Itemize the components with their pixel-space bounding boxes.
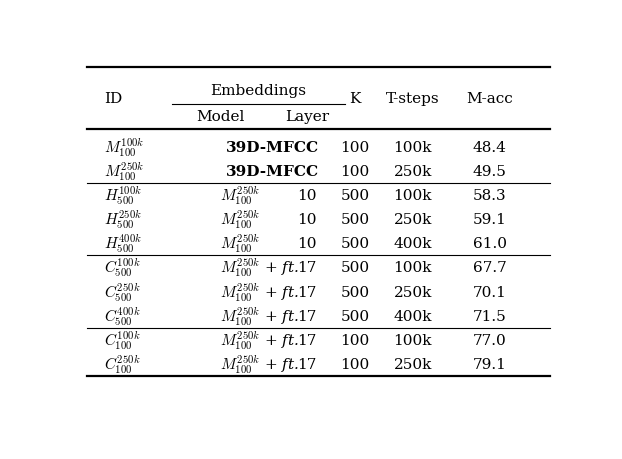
- Text: 250k: 250k: [394, 213, 432, 227]
- Text: 70.1: 70.1: [473, 285, 507, 299]
- Text: $M_{100}^{250k}$: $M_{100}^{250k}$: [220, 185, 260, 207]
- Text: $M_{100}^{250k}$: $M_{100}^{250k}$: [220, 233, 260, 255]
- Text: 500: 500: [340, 285, 369, 299]
- Text: 67.7: 67.7: [473, 261, 507, 275]
- Text: M-acc: M-acc: [466, 92, 513, 106]
- Text: 100k: 100k: [394, 261, 432, 275]
- Text: 100k: 100k: [394, 189, 432, 203]
- Text: 17: 17: [297, 357, 317, 371]
- Text: 100k: 100k: [394, 333, 432, 347]
- Text: $M_{100}^{250k}$ + ft.: $M_{100}^{250k}$ + ft.: [220, 329, 299, 351]
- Text: 250k: 250k: [394, 357, 432, 371]
- Text: $C_{500}^{400k}$: $C_{500}^{400k}$: [104, 305, 141, 327]
- Text: 39D-MFCC: 39D-MFCC: [226, 165, 320, 179]
- Text: 39D-MFCC: 39D-MFCC: [226, 141, 320, 155]
- Text: 100: 100: [340, 333, 369, 347]
- Text: 400k: 400k: [394, 309, 432, 323]
- Text: 61.0: 61.0: [473, 237, 507, 251]
- Text: 500: 500: [340, 261, 369, 275]
- Text: 10: 10: [297, 189, 317, 203]
- Text: 71.5: 71.5: [473, 309, 507, 323]
- Text: $M_{100}^{250k}$ + ft.: $M_{100}^{250k}$ + ft.: [220, 281, 299, 303]
- Text: $M_{100}^{250k}$: $M_{100}^{250k}$: [220, 209, 260, 231]
- Text: $M_{100}^{250k}$ + ft.: $M_{100}^{250k}$ + ft.: [220, 257, 299, 279]
- Text: 10: 10: [297, 213, 317, 227]
- Text: $H_{500}^{250k}$: $H_{500}^{250k}$: [104, 209, 142, 231]
- Text: 58.3: 58.3: [473, 189, 507, 203]
- Text: 17: 17: [297, 261, 317, 275]
- Text: $M_{100}^{250k}$: $M_{100}^{250k}$: [104, 161, 144, 183]
- Text: $H_{500}^{100k}$: $H_{500}^{100k}$: [104, 185, 142, 207]
- Text: 500: 500: [340, 213, 369, 227]
- Text: T-steps: T-steps: [386, 92, 440, 106]
- Text: 400k: 400k: [394, 237, 432, 251]
- Text: Embeddings: Embeddings: [210, 84, 307, 97]
- Text: $C_{500}^{250k}$: $C_{500}^{250k}$: [104, 281, 141, 303]
- Text: 500: 500: [340, 189, 369, 203]
- Text: 79.1: 79.1: [473, 357, 507, 371]
- Text: $M_{100}^{250k}$ + ft.: $M_{100}^{250k}$ + ft.: [220, 305, 299, 327]
- Text: 500: 500: [340, 309, 369, 323]
- Text: 10: 10: [297, 237, 317, 251]
- Text: 48.4: 48.4: [473, 141, 507, 155]
- Text: 100: 100: [340, 141, 369, 155]
- Text: 100: 100: [340, 357, 369, 371]
- Text: K: K: [349, 92, 361, 106]
- Text: 59.1: 59.1: [473, 213, 507, 227]
- Text: 17: 17: [297, 333, 317, 347]
- Text: Layer: Layer: [285, 110, 329, 124]
- Text: 250k: 250k: [394, 285, 432, 299]
- Text: ID: ID: [104, 92, 123, 106]
- Text: $C_{100}^{250k}$: $C_{100}^{250k}$: [104, 353, 141, 375]
- Text: 250k: 250k: [394, 165, 432, 179]
- Text: 77.0: 77.0: [473, 333, 507, 347]
- Text: 100k: 100k: [394, 141, 432, 155]
- Text: $C_{500}^{100k}$: $C_{500}^{100k}$: [104, 257, 141, 279]
- Text: 100: 100: [340, 165, 369, 179]
- Text: $M_{100}^{250k}$ + ft.: $M_{100}^{250k}$ + ft.: [220, 353, 299, 375]
- Text: $H_{500}^{400k}$: $H_{500}^{400k}$: [104, 233, 142, 255]
- Text: 49.5: 49.5: [473, 165, 507, 179]
- Text: 17: 17: [297, 285, 317, 299]
- Text: $C_{100}^{100k}$: $C_{100}^{100k}$: [104, 329, 141, 351]
- Text: 17: 17: [297, 309, 317, 323]
- Text: $M_{100}^{100k}$: $M_{100}^{100k}$: [104, 137, 144, 159]
- Text: 500: 500: [340, 237, 369, 251]
- Text: Model: Model: [196, 110, 244, 124]
